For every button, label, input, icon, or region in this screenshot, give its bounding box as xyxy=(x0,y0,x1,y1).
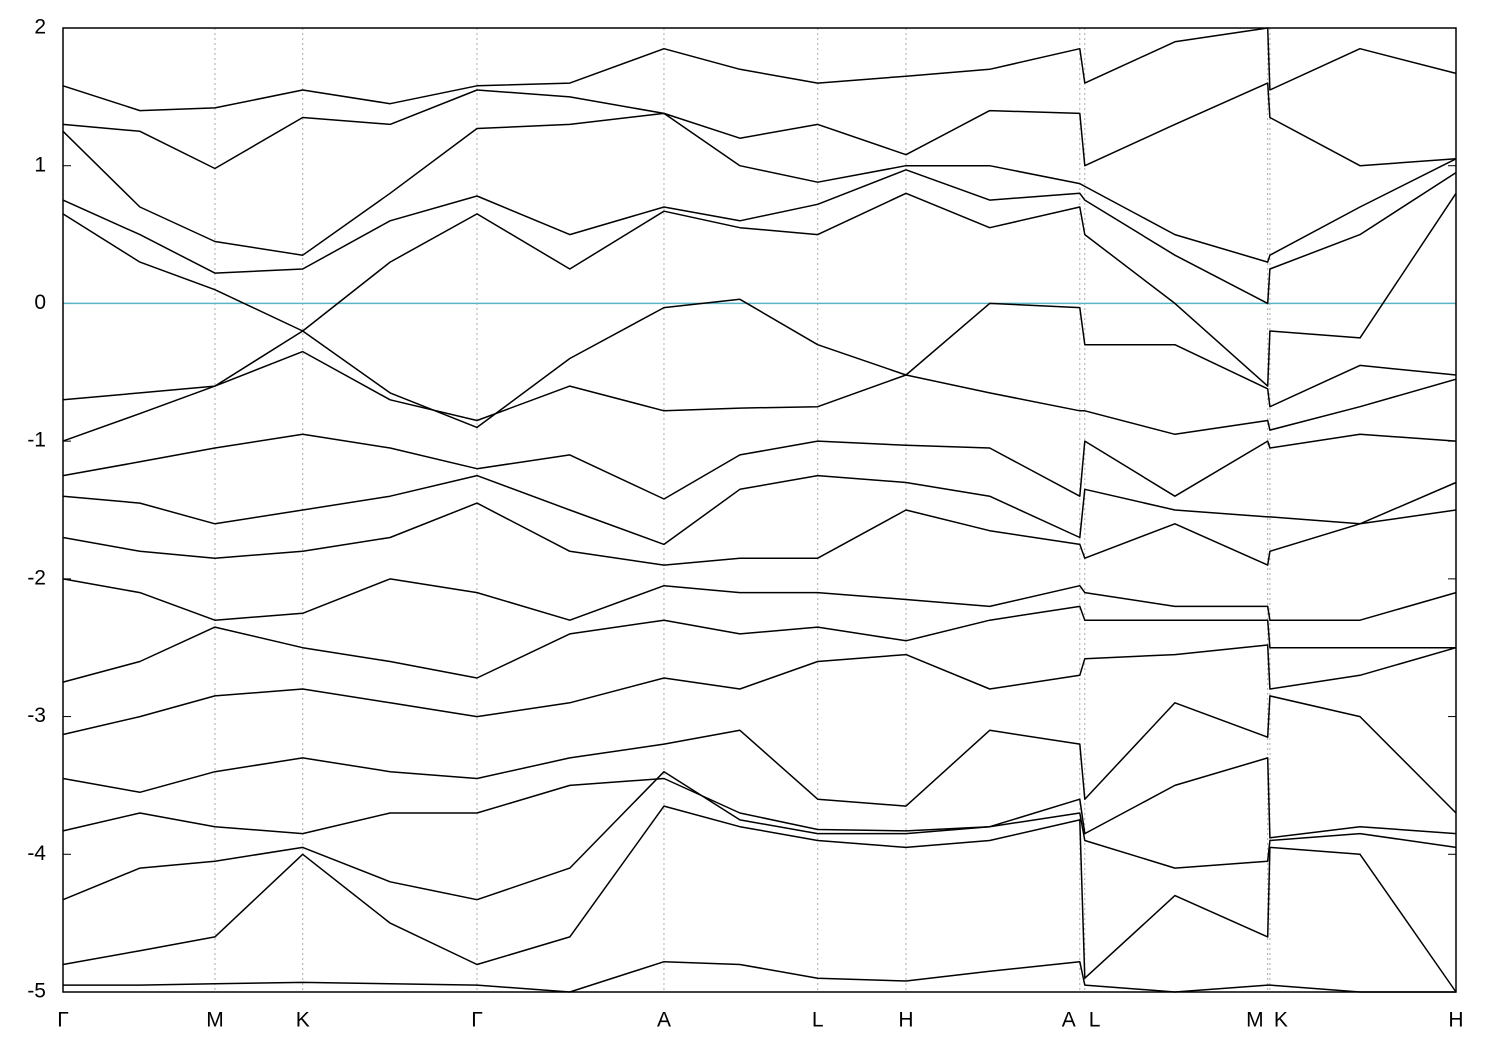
band-line xyxy=(62,757,1457,839)
band-line xyxy=(62,605,1456,683)
band-line xyxy=(62,695,1457,814)
band-line xyxy=(62,350,1457,442)
x-tick-label: A xyxy=(1062,1009,1076,1032)
x-tick-label: M xyxy=(1246,1009,1264,1032)
band-line xyxy=(62,192,1457,387)
x-tick-label: Γ xyxy=(471,1009,483,1032)
x-tick-label: L xyxy=(1089,1009,1101,1032)
y-tick-label: -1 xyxy=(27,429,46,452)
y-tick-label: 0 xyxy=(34,291,46,314)
band-line xyxy=(62,805,1457,993)
band-line xyxy=(62,112,1457,263)
x-tick-label: K xyxy=(1274,1009,1288,1032)
y-tick-label: -3 xyxy=(27,704,46,727)
band-line xyxy=(62,27,1457,112)
band-line xyxy=(62,481,1457,566)
band-line xyxy=(62,770,1457,901)
x-tick-label: H xyxy=(898,1009,913,1032)
x-tick-label: H xyxy=(1448,1009,1463,1032)
y-tick-label: -4 xyxy=(27,842,46,865)
band-line xyxy=(62,578,1457,621)
x-tick-label: K xyxy=(296,1009,310,1032)
x-tick-label: A xyxy=(657,1009,671,1032)
band-line xyxy=(62,169,1457,305)
band-line xyxy=(62,644,1457,736)
band-line xyxy=(62,82,1457,170)
band-line xyxy=(62,433,1457,500)
plot-frame xyxy=(62,27,1457,993)
y-tick-label: 1 xyxy=(34,153,46,176)
x-tick-label: Γ xyxy=(57,1009,69,1032)
x-tick-label: L xyxy=(812,1009,824,1032)
y-tick-label: 2 xyxy=(34,16,46,39)
y-tick-label: -5 xyxy=(27,980,46,1003)
band-line xyxy=(62,474,1457,546)
band-line xyxy=(63,960,1456,993)
y-tick-label: -2 xyxy=(27,566,46,589)
x-tick-label: M xyxy=(206,1009,224,1032)
